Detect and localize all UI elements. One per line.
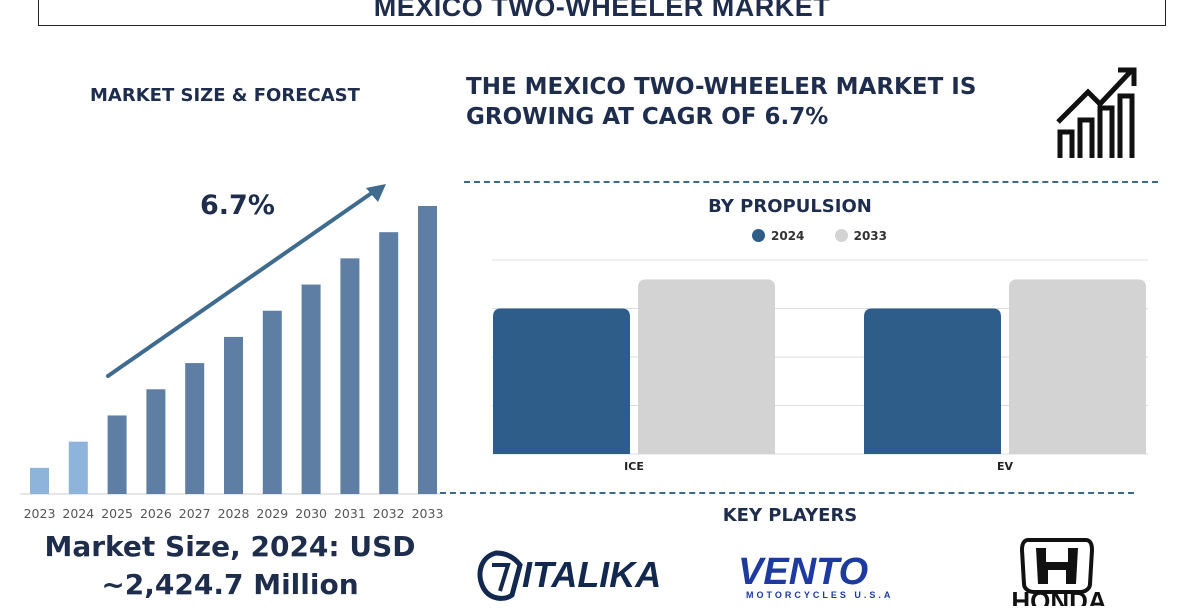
growth-bar-2028 [224,336,243,494]
growth-chart-icon [1056,67,1137,158]
growth-tick-2024: 2024 [62,506,94,521]
market-size-text: Market Size, 2024: USD ~2,424.7 Million [20,528,440,604]
growth-bar-2032 [379,232,399,494]
honda-logo: HONDA [1011,538,1107,606]
vento-logo: VENTO MOTORCYCLES U.S.A [738,551,893,600]
prop-tick-ICE: ICE [624,460,644,473]
prop-bar-EV-2033 [1009,279,1146,454]
headline-line1: THE MEXICO TWO-WHEELER MARKET IS [466,74,977,100]
market-size-line1: Market Size, 2024: USD [44,530,416,563]
divider-top [464,181,1158,183]
prop-tick-EV: EV [997,460,1014,473]
legend-2033: 2033 [834,229,887,243]
legend-label-2033: 2033 [853,229,887,243]
legend-dot-2024 [752,229,765,242]
headline-line2: GROWING AT CAGR OF 6.7% [466,104,829,130]
headline: THE MEXICO TWO-WHEELER MARKET IS GROWING… [466,72,1026,132]
market-size-heading: MARKET SIZE & FORECAST [90,85,360,106]
growth-tick-2029: 2029 [256,506,288,521]
key-players-heading: KEY PLAYERS [722,505,858,526]
legend-dot-2033 [834,229,848,242]
growth-bar-2024 [68,441,88,494]
cagr-label: 6.7% [200,190,275,221]
italika-emblem-icon [477,550,523,601]
divider-bottom [440,492,1134,494]
growth-tick-2025: 2025 [101,506,133,521]
market-size-line2: ~2,424.7 Million [101,568,359,601]
growth-bar-2033 [418,206,437,494]
legend-label-2024: 2024 [771,229,805,243]
growth-tick-2030: 2030 [295,506,327,521]
italika-logo: ITALIKA [477,550,661,601]
growth-tick-2031: 2031 [334,506,366,521]
growth-bar-2025 [107,415,127,494]
title-banner: MEXICO TWO-WHEELER MARKET [38,0,1166,26]
page-title: MEXICO TWO-WHEELER MARKET [373,0,831,22]
propulsion-bar-chart: ICE EV [492,259,1148,473]
growth-tick-2032: 2032 [373,506,405,521]
honda-wordmark: HONDA [1011,586,1107,606]
growth-bar-2031 [340,258,360,494]
growth-bar-2023 [30,467,49,494]
growth-bar-chart: 2023 2024 2025 2026 2027 2028 2029 2030 2031 2032… [20,184,444,521]
growth-tick-2027: 2027 [179,506,211,521]
growth-tick-2028: 2028 [218,506,250,521]
trend-arrow-head [366,184,386,202]
growth-tick-2026: 2026 [140,506,172,521]
legend-2024: 2024 [752,229,804,243]
growth-bar-2029 [262,310,282,494]
growth-bar-2026 [146,389,166,494]
trend-arrow-line [106,188,378,378]
honda-wing-icon [1019,538,1095,594]
propulsion-heading: BY PROPULSION [708,196,872,217]
vento-wordmark: VENTO [738,551,868,593]
growth-bar-2027 [185,363,205,494]
prop-bar-EV-2024 [864,308,1001,454]
growth-tick-2023: 2023 [24,506,56,521]
propulsion-legend: 2024 2033 [752,229,913,243]
italika-wordmark: ITALIKA [522,554,661,595]
vento-subtitle: MOTORCYCLES U.S.A [746,590,893,600]
growth-bar-2030 [301,284,321,494]
growth-tick-2033: 2033 [412,506,444,521]
prop-bar-ICE-2033 [638,279,775,454]
prop-bar-ICE-2024 [493,308,630,454]
